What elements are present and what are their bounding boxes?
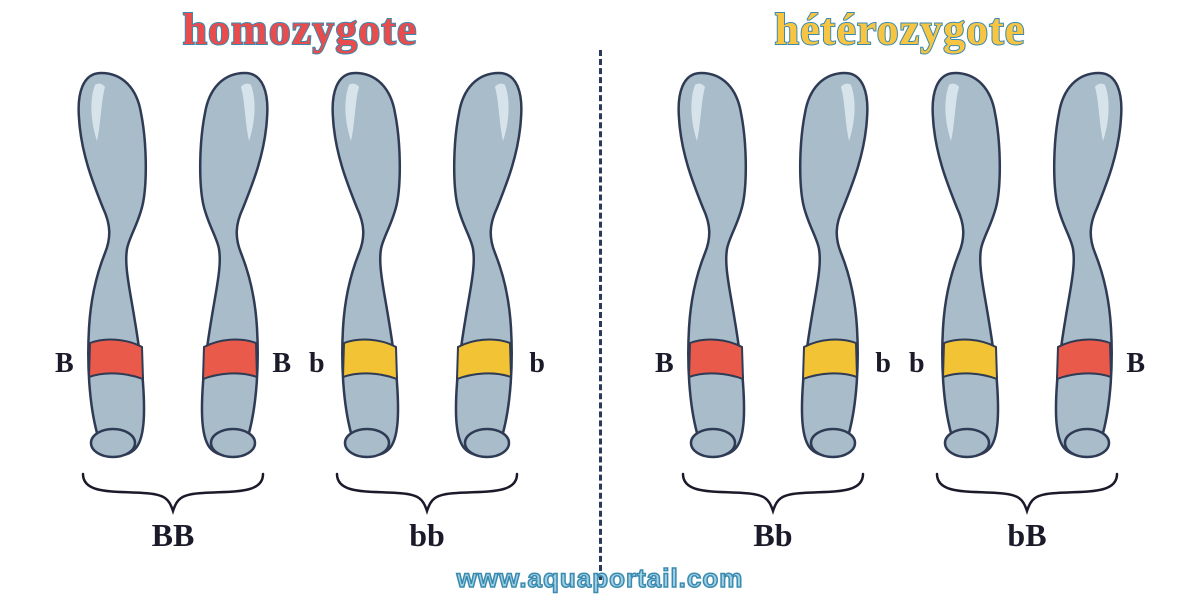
chromosome-pair: b B xyxy=(915,63,1139,463)
pair-block: B b Bb xyxy=(661,63,885,554)
left-panel: homozygote B B BB xyxy=(0,0,600,600)
left-pairs-row: B B BB b xyxy=(0,63,600,554)
brace-icon xyxy=(327,469,527,519)
vertical-divider xyxy=(599,50,602,580)
brace-icon xyxy=(927,469,1127,519)
allele-label: b xyxy=(309,348,325,380)
genotype-label: bB xyxy=(1007,517,1046,554)
allele-label: B xyxy=(272,348,291,380)
chromosome: b xyxy=(773,63,885,463)
genotype-label: bb xyxy=(409,517,445,554)
right-panel: hétérozygote B b Bb xyxy=(600,0,1200,600)
allele-label: B xyxy=(55,348,74,380)
title-homozygote: homozygote xyxy=(183,4,418,55)
chromosome-pair: B B xyxy=(61,63,285,463)
genotype-label: Bb xyxy=(753,517,792,554)
brace-icon xyxy=(73,469,273,519)
pair-block: b B bB xyxy=(915,63,1139,554)
chromosome: B xyxy=(661,63,773,463)
allele-label: b xyxy=(529,348,545,380)
brace-icon xyxy=(673,469,873,519)
allele-label: B xyxy=(655,348,674,380)
chromosome-pair: b b xyxy=(315,63,539,463)
chromosome: B xyxy=(1027,63,1139,463)
pair-block: b b bb xyxy=(315,63,539,554)
right-pairs-row: B b Bb b xyxy=(600,63,1200,554)
genotype-label: BB xyxy=(152,517,195,554)
title-heterozygote: hétérozygote xyxy=(775,4,1026,55)
chromosome: B xyxy=(173,63,285,463)
chromosome: B xyxy=(61,63,173,463)
chromosome-pair: B b xyxy=(661,63,885,463)
chromosome: b xyxy=(427,63,539,463)
chromosome: b xyxy=(915,63,1027,463)
pair-block: B B BB xyxy=(61,63,285,554)
allele-label: B xyxy=(1126,348,1145,380)
diagram-container: homozygote B B BB xyxy=(0,0,1200,600)
watermark: www.aquaportail.com xyxy=(457,563,744,594)
chromosome: b xyxy=(315,63,427,463)
allele-label: b xyxy=(909,348,925,380)
allele-label: b xyxy=(875,348,891,380)
